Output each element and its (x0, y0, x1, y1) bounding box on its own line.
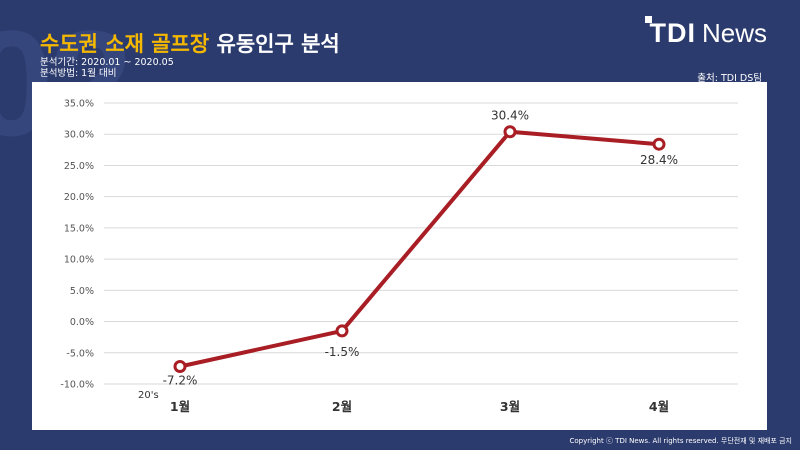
data-points (173, 125, 666, 374)
title-rest: 유동인구 분석 (216, 32, 340, 56)
y-tick-label: 5.0% (70, 286, 94, 297)
line-chart: 35.0% 30.0% 25.0% 20.0% 15.0% 10.0% 5.0% 0.0% -5… (60, 99, 738, 414)
y-tick-label: -5.0% (66, 348, 94, 359)
x-tick-label: 4월 (649, 399, 669, 414)
x-tick-label: 3월 (500, 399, 520, 414)
series-polyline (178, 129, 661, 369)
data-point (335, 324, 349, 338)
x-axis-ticks: 1월 2월 3월 4월 (170, 399, 669, 414)
data-source: 출처: TDI DS팀 (697, 73, 762, 84)
x-tick-label: 2월 (332, 399, 352, 414)
y-tick-label: 20.0% (64, 192, 94, 203)
data-point (173, 360, 187, 374)
y-tick-label: 15.0% (64, 223, 94, 234)
data-labels: -7.2% -1.5% 30.4% 28.4% (163, 109, 678, 388)
copyright-footer: Copyright ⓒ TDI News. All rights reserve… (569, 437, 792, 445)
data-point (503, 125, 517, 139)
data-label: 28.4% (640, 153, 678, 167)
chart-annotation: 20's (138, 390, 159, 401)
data-label: -1.5% (325, 345, 360, 359)
analysis-info: 분석기간: 2020.01 ~ 2020.05 분석방법: 1월 대비 (40, 57, 174, 79)
title-highlight: 수도권 소재 골프장 (40, 32, 210, 56)
y-tick-label: 25.0% (64, 161, 94, 172)
chart-panel: 35.0% 30.0% 25.0% 20.0% 15.0% 10.0% 5.0% 0.0% -5… (32, 82, 767, 430)
logo-mark-text: TDI (649, 18, 696, 48)
y-tick-label: 10.0% (64, 255, 94, 266)
page-title: 수도권 소재 골프장 유동인구 분석 (40, 28, 340, 58)
logo-square-icon (645, 16, 653, 23)
analysis-period: 분석기간: 2020.01 ~ 2020.05 (40, 57, 174, 68)
x-tick-label: 1월 (170, 399, 190, 414)
tdi-news-logo: TDI News (645, 16, 767, 49)
gridlines (104, 102, 738, 385)
y-tick-label: 30.0% (64, 130, 94, 141)
data-label: -7.2% (163, 374, 198, 388)
y-tick-label: 35.0% (64, 99, 94, 110)
analysis-method: 분석방법: 1월 대비 (40, 68, 117, 79)
y-tick-label: -10.0% (60, 380, 94, 391)
y-axis-ticks: 35.0% 30.0% 25.0% 20.0% 15.0% 10.0% 5.0% 0.0% -5… (60, 99, 94, 391)
y-tick-label: 0.0% (70, 317, 94, 328)
series-line (178, 129, 661, 369)
logo-news-text: News (701, 18, 767, 48)
data-label: 30.4% (491, 109, 529, 123)
logo-mark: TDI (645, 16, 696, 49)
data-point (652, 137, 666, 151)
